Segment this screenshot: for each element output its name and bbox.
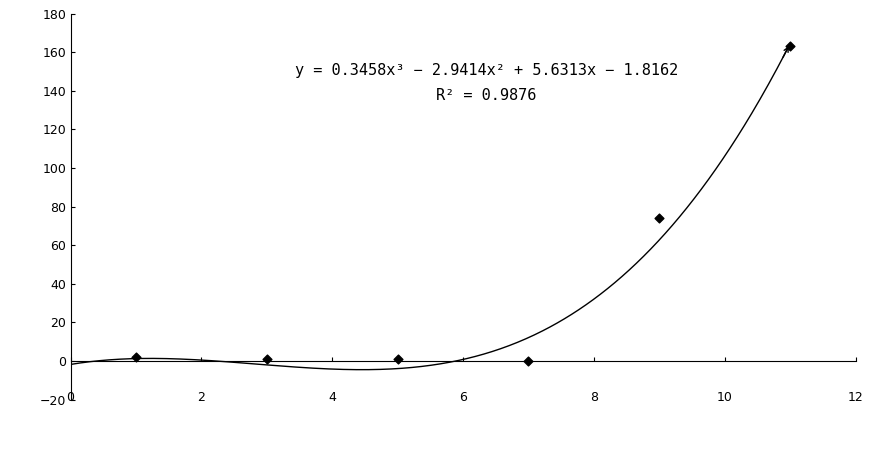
- Point: [783, 43, 797, 50]
- Point: [391, 355, 405, 363]
- Point: [129, 353, 143, 360]
- Point: [521, 357, 535, 365]
- Point: [652, 215, 666, 222]
- Point: [259, 355, 273, 363]
- Text: y = 0.3458x³ − 2.9414x² + 5.6313x − 1.8162
R² = 0.9876: y = 0.3458x³ − 2.9414x² + 5.6313x − 1.81…: [295, 63, 678, 103]
